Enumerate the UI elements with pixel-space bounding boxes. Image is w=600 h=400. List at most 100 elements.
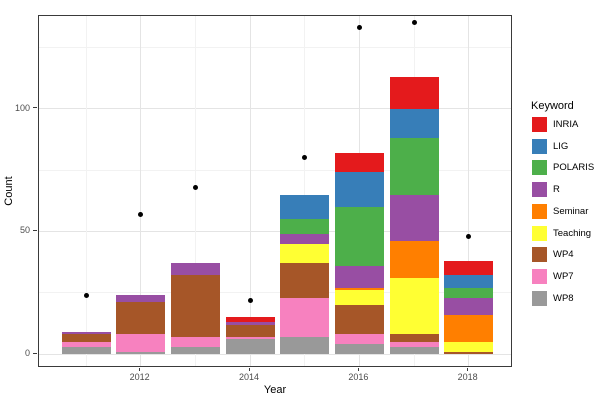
- bar-segment-2011-wp4: [61, 334, 111, 342]
- bar-segment-2015-polaris: [280, 219, 330, 234]
- bar-segment-2016-wp7: [334, 334, 384, 345]
- bar-segment-2013-wp8: [170, 346, 220, 354]
- legend-item-label: LIG: [553, 140, 569, 152]
- bar-segment-2016-r: [334, 265, 384, 288]
- bar-segment-2014-r: [225, 322, 275, 325]
- bar-segment-2018-inria: [444, 260, 494, 276]
- bar-segment-2011-wp7: [61, 341, 111, 347]
- x-axis-title: Year: [263, 384, 287, 396]
- bar-segment-2013-wp4: [170, 275, 220, 337]
- x-axis-tick: [248, 368, 250, 371]
- legend-key-swatch: [532, 268, 547, 284]
- data-point-2011: [83, 292, 89, 298]
- legend-item-polaris: POLARIS: [522, 160, 600, 176]
- bar-segment-2018-seminar: [444, 314, 494, 342]
- legend-item-label: POLARIS: [553, 162, 595, 174]
- legend-item-label: WP8: [553, 292, 574, 304]
- bar-segment-2015-wp4: [280, 263, 330, 298]
- bar-segment-2018-polaris: [444, 287, 494, 298]
- legend-item-label: Seminar: [553, 205, 589, 217]
- data-point-2014: [247, 297, 253, 303]
- legend-item-seminar: Seminar: [522, 203, 600, 220]
- legend-item-teaching: Teaching: [522, 225, 600, 242]
- bar-segment-2011-wp8: [61, 346, 111, 354]
- legend-key-swatch: [532, 182, 547, 198]
- data-point-2016: [356, 25, 362, 31]
- y-tick-label: 100: [14, 102, 30, 113]
- bar-segment-2016-polaris: [334, 206, 384, 266]
- data-point-2018: [466, 233, 472, 239]
- legend-key-swatch: [532, 160, 547, 176]
- y-axis-tick: [33, 229, 37, 231]
- bar-segment-2014-inria: [225, 317, 275, 323]
- bar-segment-2014-wp8: [225, 339, 275, 354]
- bar-segment-2016-wp8: [334, 344, 384, 354]
- data-point-2012: [138, 211, 144, 217]
- bar-segment-2017-polaris: [389, 138, 439, 195]
- legend-item-label: WP4: [553, 249, 574, 261]
- plot-panel: [38, 15, 512, 367]
- x-tick-label: 2016: [348, 372, 369, 382]
- bar-segment-2018-lig: [444, 275, 494, 288]
- bar-segment-2015-wp7: [280, 297, 330, 337]
- bar-segment-2017-wp8: [389, 346, 439, 354]
- bar-segment-2011-r: [61, 331, 111, 335]
- legend-key-swatch: [532, 225, 547, 241]
- major-gridline-v: [140, 16, 142, 366]
- minor-gridline-h: [39, 292, 511, 294]
- bar-segment-2017-inria: [389, 76, 439, 109]
- bar-segment-2014-wp4: [225, 324, 275, 337]
- legend-item-wp4: WP4: [522, 247, 600, 263]
- x-tick-label: 2018: [457, 372, 478, 382]
- bar-segment-2016-seminar: [334, 287, 384, 291]
- bar-segment-2015-teaching: [280, 243, 330, 264]
- major-gridline-h: [39, 353, 511, 355]
- data-point-2015: [302, 155, 308, 161]
- legend-item-label: WP7: [553, 270, 574, 282]
- legend-key-swatch: [532, 290, 547, 306]
- bar-segment-2014-wp7: [225, 336, 275, 340]
- bar-segment-2012-wp4: [116, 302, 166, 335]
- legend-item-wp7: WP7: [522, 268, 600, 285]
- bar-segment-2013-r: [170, 263, 220, 276]
- bar-segment-2015-lig: [280, 194, 330, 220]
- legend-title: Keyword: [531, 100, 574, 112]
- minor-gridline-v: [85, 16, 87, 366]
- legend-item-lig: LIG: [522, 138, 600, 155]
- bar-segment-2016-teaching: [334, 290, 384, 305]
- legend-key-swatch: [532, 203, 547, 219]
- data-point-2017: [411, 20, 417, 26]
- x-tick-label: 2012: [129, 372, 150, 382]
- x-axis-tick: [357, 368, 359, 371]
- legend-item-label: R: [553, 184, 560, 196]
- bar-segment-2017-wp7: [389, 341, 439, 347]
- legend-item-wp8: WP8: [522, 290, 600, 307]
- bar-segment-2017-teaching: [389, 277, 439, 335]
- legend-item-inria: INRIA: [522, 117, 600, 133]
- legend-key-swatch: [532, 117, 547, 132]
- bar-segment-2018-teaching: [444, 341, 494, 352]
- bar-segment-2013-wp7: [170, 336, 220, 347]
- bar-segment-2016-inria: [334, 152, 384, 173]
- bar-segment-2018-r: [444, 297, 494, 315]
- legend-item-label: Teaching: [553, 227, 592, 239]
- major-gridline-v: [249, 16, 251, 366]
- bar-segment-2018-wp4: [444, 351, 494, 354]
- minor-gridline-v: [304, 16, 306, 366]
- y-axis-tick: [33, 107, 37, 109]
- minor-gridline-v: [194, 16, 196, 366]
- legend-key-swatch: [532, 138, 547, 154]
- legend-item-r: R: [522, 182, 600, 198]
- bar-segment-2016-wp4: [334, 304, 384, 335]
- y-tick-label: 50: [19, 225, 30, 236]
- x-axis-tick: [467, 368, 469, 371]
- x-axis-tick: [139, 368, 141, 371]
- bar-segment-2017-r: [389, 194, 439, 242]
- minor-gridline-h: [39, 169, 511, 171]
- bar-segment-2012-r: [116, 295, 166, 303]
- minor-gridline-h: [39, 46, 511, 48]
- bar-segment-2016-lig: [334, 172, 384, 207]
- major-gridline-h: [39, 108, 511, 110]
- legend-key-swatch: [532, 247, 547, 263]
